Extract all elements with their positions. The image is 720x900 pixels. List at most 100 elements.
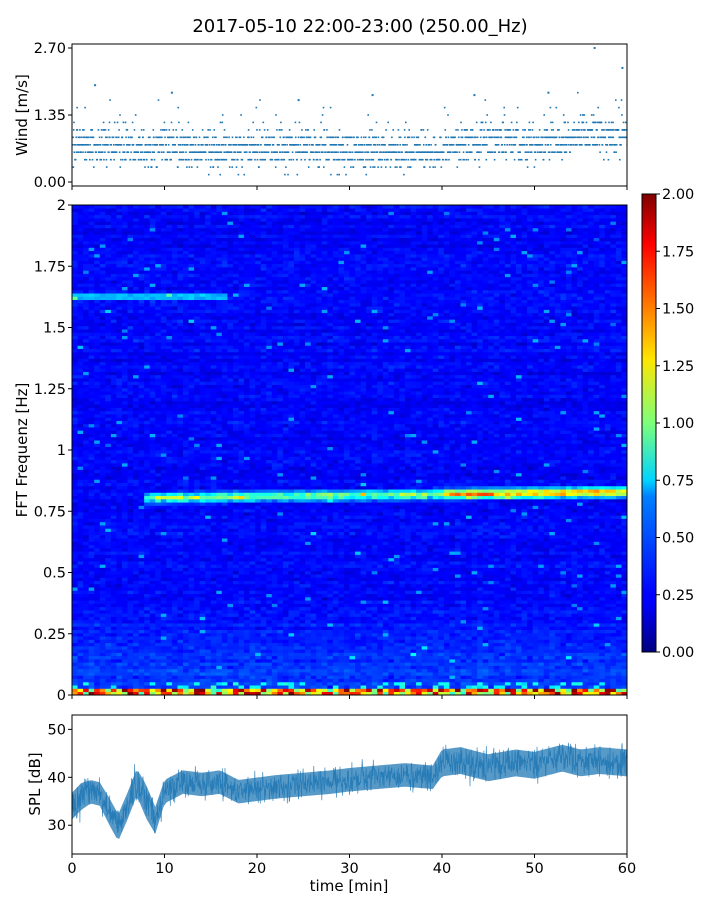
- spectrogram-cell: [510, 662, 517, 666]
- spectrogram-cell: [477, 636, 483, 640]
- wind-point: [561, 158, 563, 161]
- spectrogram-cell: [138, 629, 145, 634]
- spectrogram-cell: [421, 623, 428, 627]
- wind-point: [569, 151, 571, 153]
- spectrogram-cell: [210, 632, 217, 637]
- wind-point: [556, 151, 559, 153]
- spectrogram-cell: [621, 659, 627, 663]
- spectrogram-cell: [171, 652, 178, 657]
- spectrogram-cell: [210, 688, 217, 693]
- wind-point: [526, 144, 528, 146]
- wind-point: [489, 129, 491, 131]
- spectrogram-cell: [377, 688, 384, 693]
- wind-point: [224, 158, 226, 161]
- spectrogram-cell: [310, 665, 317, 670]
- wind-point: [366, 151, 369, 153]
- spectrogram-cell: [294, 613, 300, 617]
- spectrogram-cell: [460, 613, 467, 617]
- spectrogram-cell: [332, 603, 339, 608]
- spectrogram-cell: [216, 685, 223, 689]
- spectrogram-cell: [138, 678, 145, 683]
- spectrogram-cell: [582, 606, 589, 611]
- spectrogram-cell: [72, 593, 78, 598]
- spectrogram-cell: [360, 632, 367, 637]
- wind-point: [365, 173, 368, 176]
- wind-point: [112, 151, 114, 153]
- spectrogram-cell: [255, 606, 261, 611]
- spectrogram-cell: [377, 642, 384, 647]
- wind-point: [577, 129, 579, 131]
- spectrogram-cell: [593, 665, 600, 670]
- spectrogram-cell: [244, 632, 250, 637]
- spectrogram-cell: [366, 639, 372, 644]
- spectrogram-cell: [410, 668, 417, 673]
- wind-point: [598, 144, 601, 146]
- spectrogram-cell: [565, 606, 572, 611]
- spectrogram-cell: [516, 642, 522, 647]
- spectrogram-cell: [255, 610, 261, 614]
- spectrogram-cell: [349, 597, 356, 601]
- spectrogram-cell: [94, 681, 101, 686]
- spectrogram-cell: [77, 685, 84, 689]
- wind-point: [271, 151, 273, 153]
- wind-point: [363, 144, 366, 146]
- spectrogram-cell: [349, 590, 356, 595]
- spectrogram-cell: [321, 623, 328, 627]
- wind-point: [622, 121, 625, 124]
- spectrogram-cell: [405, 655, 411, 660]
- spectrogram-cell: [488, 639, 495, 644]
- spectrogram-cell: [205, 593, 212, 598]
- spectrogram-cell: [160, 629, 167, 634]
- spectrogram-cell: [321, 646, 328, 650]
- spectrogram-cell: [294, 610, 300, 614]
- spectrogram-cell: [227, 606, 234, 611]
- spectrogram-cell: [155, 636, 162, 640]
- wind-point: [465, 129, 467, 131]
- spectrogram-cell: [504, 668, 511, 673]
- spectrogram-cell: [116, 626, 123, 630]
- spectrogram-cell: [554, 642, 561, 647]
- spectrogram-cell: [83, 672, 89, 676]
- spectrogram-cell: [366, 655, 372, 660]
- wind-point: [274, 166, 277, 168]
- spectrogram-cell: [255, 681, 261, 686]
- spectrogram-cell: [316, 685, 323, 689]
- wind-point: [486, 114, 488, 116]
- spectrogram-cell: [183, 649, 189, 653]
- wind-point: [187, 144, 189, 146]
- spectrogram-cell: [121, 629, 128, 634]
- spectrogram-cell: [227, 672, 234, 676]
- spectrogram-cell: [227, 685, 234, 689]
- wind-point: [181, 144, 184, 146]
- wind-point: [588, 129, 591, 131]
- spectrogram-cell: [332, 675, 339, 679]
- spectrogram-cell: [294, 659, 300, 663]
- spectrogram-cell: [560, 597, 567, 601]
- spectrogram-cell: [427, 668, 434, 673]
- spectrogram-cell: [321, 626, 328, 630]
- wind-point: [259, 158, 262, 161]
- spectrogram-cell: [443, 685, 450, 689]
- wind-point: [578, 121, 580, 124]
- spectrogram-cell: [244, 616, 250, 621]
- wind-peak-point: [473, 94, 476, 97]
- spectrogram-cell: [493, 672, 500, 676]
- spectrogram-cell: [138, 639, 145, 644]
- spectrogram-cell: [188, 613, 195, 617]
- spectrogram-cell: [221, 610, 228, 614]
- spectrogram-cell: [454, 623, 461, 627]
- spectrogram-cell: [266, 678, 273, 683]
- spectrogram-cell: [116, 629, 123, 634]
- wind-point: [591, 144, 594, 146]
- spectrogram-cell: [216, 668, 223, 673]
- spectrogram-cell: [615, 619, 622, 624]
- spectrogram-cell: [449, 659, 456, 663]
- spectrogram-cell: [471, 685, 478, 689]
- spectrogram-cell: [355, 685, 361, 689]
- spectrogram-cell: [510, 646, 517, 650]
- spectrogram-cell: [255, 590, 261, 595]
- spectrogram-cell: [271, 659, 278, 663]
- spectrogram-cell: [571, 655, 578, 660]
- spectrogram-cell: [110, 636, 117, 640]
- wind-point: [265, 144, 268, 146]
